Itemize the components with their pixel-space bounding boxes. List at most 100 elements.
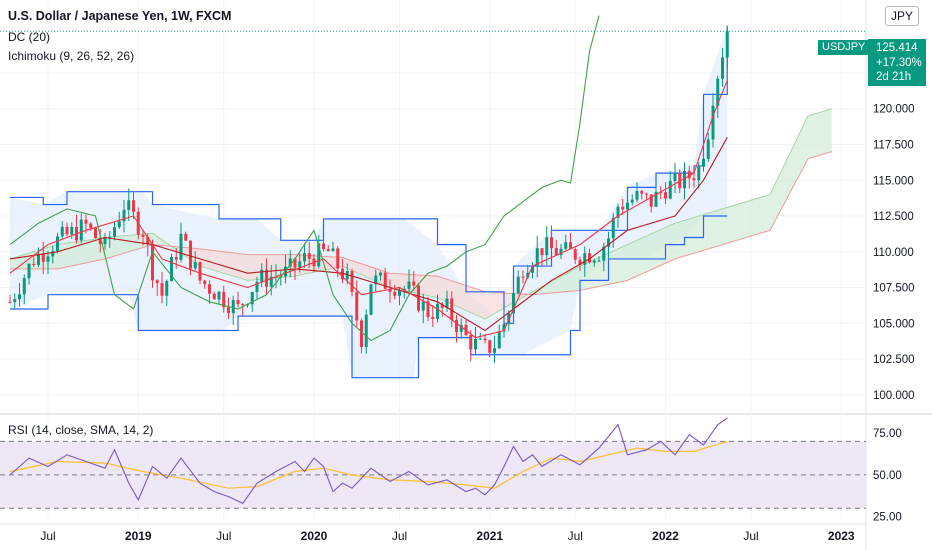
ichimoku-cloud-segment: [399, 273, 405, 291]
candle-body: [250, 292, 254, 305]
ichimoku-cloud-segment: [81, 240, 86, 264]
candle-body: [640, 191, 644, 194]
candle-body: [46, 256, 50, 262]
ichimoku-cloud-segment: [656, 229, 661, 268]
rsi-line: [9, 417, 728, 504]
ichimoku-cloud-segment: [784, 155, 789, 204]
ichimoku-cloud-segment: [76, 241, 82, 265]
ichimoku-cloud-segment: [157, 236, 162, 246]
ichimoku-cloud-segment: [437, 276, 443, 300]
candle-body: [322, 243, 325, 250]
candle-body: [70, 226, 74, 235]
candle-body: [474, 338, 477, 350]
ichimoku-cloud-segment: [698, 214, 704, 252]
ichimoku-cloud-segment: [499, 292, 504, 311]
ichimoku-cloud-segment: [746, 200, 751, 238]
candle-body: [469, 335, 473, 350]
candle-body: [702, 158, 705, 167]
candle-body: [231, 299, 235, 314]
candle-body: [208, 284, 211, 294]
candle-body: [578, 259, 582, 265]
candle-body: [545, 237, 549, 256]
ichimoku-cloud-segment: [708, 211, 713, 249]
candle-body: [18, 294, 21, 300]
ichimoku-cloud-segment: [71, 241, 77, 266]
candle-body: [455, 319, 458, 332]
ichimoku-cloud-segment: [603, 253, 609, 286]
candle-body: [155, 280, 159, 284]
x-tick-label: Jul: [216, 529, 231, 543]
ichimoku-cloud-segment: [342, 257, 348, 269]
candle-body: [293, 258, 297, 268]
candle-body: [436, 303, 439, 319]
currency-button[interactable]: JPY: [885, 6, 920, 26]
ichimoku-cloud-segment: [827, 108, 832, 154]
ichimoku-cloud-segment: [770, 184, 775, 231]
ichimoku-cloud-segment: [779, 165, 785, 213]
ichimoku-cloud-segment: [670, 223, 675, 262]
candle-body: [711, 105, 715, 140]
ichimoku-cloud-segment: [580, 263, 585, 291]
candle-body: [516, 276, 520, 294]
candle-body: [393, 291, 397, 296]
ichimoku-cloud-segment: [390, 273, 395, 289]
candle-body: [350, 271, 354, 292]
candle-body: [573, 249, 577, 260]
candle-body: [478, 338, 482, 340]
ichimoku-cloud-segment: [727, 206, 732, 244]
candle-body: [298, 261, 302, 268]
candle-body: [431, 316, 435, 319]
ichimoku-cloud-segment: [242, 254, 248, 281]
candle-body: [56, 236, 59, 252]
candle-body: [32, 263, 36, 265]
ichimoku-cloud-segment: [347, 259, 352, 271]
ichimoku-cloud-segment: [423, 275, 428, 296]
ichimoku-cloud-segment: [575, 266, 580, 291]
candle-body: [65, 226, 69, 235]
candle-body: [687, 170, 691, 179]
candle-body: [502, 324, 506, 332]
candle-body: [345, 271, 349, 280]
candle-body: [241, 304, 245, 306]
rsi-tick-label: 75.00: [873, 428, 902, 440]
ichimoku-cloud-segment: [565, 271, 571, 292]
candle-body: [127, 200, 131, 210]
ichimoku-cloud-segment: [551, 278, 557, 293]
ichimoku-cloud-segment: [62, 243, 67, 268]
ichimoku-cloud-segment: [713, 210, 718, 248]
candle-body: [60, 226, 64, 237]
y-tick-label: 120.000: [873, 104, 915, 116]
candle-body: [554, 248, 558, 256]
ichimoku-cloud-segment: [470, 287, 476, 315]
y-tick-label: 115.000: [873, 175, 914, 187]
candle-body: [103, 237, 107, 245]
ichimoku-cloud-segment: [694, 216, 699, 254]
ichimoku-cloud-segment: [214, 250, 219, 272]
rsi-legend[interactable]: RSI (14, close, SMA, 14, 2): [8, 423, 154, 437]
y-tick-label: 105.000: [873, 318, 915, 330]
ichimoku-cloud-segment: [613, 248, 618, 284]
candle-body: [307, 253, 311, 259]
ichimoku-legend[interactable]: Ichimoku (9, 26, 52, 26): [8, 49, 135, 63]
ichimoku-cloud-segment: [252, 254, 257, 280]
ichimoku-cloud-segment: [442, 277, 447, 302]
ichimoku-cloud-segment: [504, 292, 509, 309]
ichimoku-cloud-segment: [679, 220, 685, 258]
x-tick-label: 2019: [125, 529, 152, 543]
ichimoku-cloud-segment: [128, 234, 134, 252]
ichimoku-cloud-segment: [789, 145, 794, 195]
candle-body: [189, 240, 192, 269]
candle-body: [37, 253, 40, 265]
candle-body: [621, 206, 625, 210]
x-tick-label: Jul: [392, 529, 407, 543]
symbol-title[interactable]: U.S. Dollar / Japanese Yen, 1W, FXCM: [8, 9, 232, 23]
kijun-line: [9, 137, 728, 332]
candle-body: [697, 166, 701, 181]
candle-body: [440, 303, 444, 308]
donchian-legend[interactable]: DC (20): [8, 30, 51, 44]
ichimoku-cloud-segment: [760, 195, 766, 234]
ichimoku-cloud-segment: [195, 248, 200, 267]
candle-body: [445, 298, 449, 308]
y-tick-label: 117.500: [873, 139, 914, 151]
